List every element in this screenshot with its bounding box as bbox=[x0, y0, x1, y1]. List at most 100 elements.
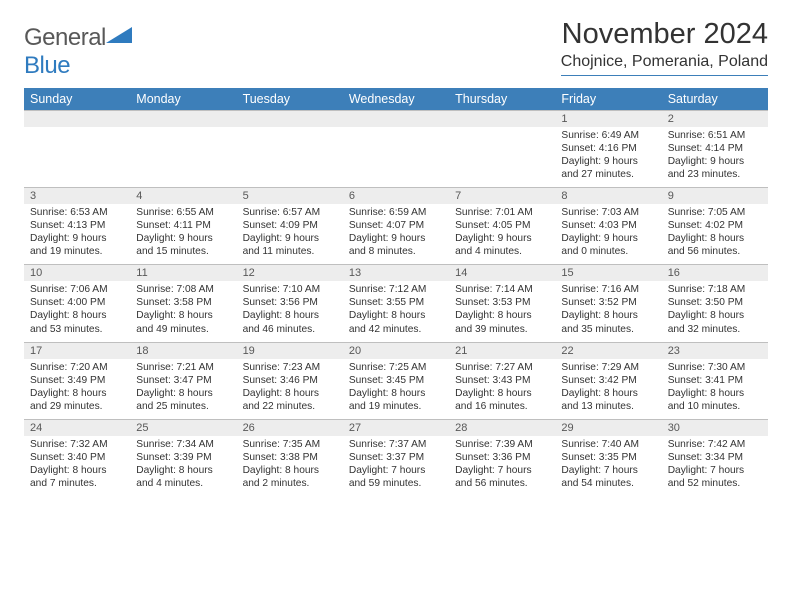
day-line: and 13 minutes. bbox=[561, 400, 655, 413]
day-cell: 15Sunrise: 7:16 AMSunset: 3:52 PMDayligh… bbox=[555, 265, 661, 342]
day-number bbox=[237, 111, 343, 127]
day-line: Sunrise: 6:55 AM bbox=[136, 206, 230, 219]
day-line: and 22 minutes. bbox=[243, 400, 337, 413]
day-line: Daylight: 9 hours bbox=[349, 232, 443, 245]
day-line: and 10 minutes. bbox=[668, 400, 762, 413]
day-line: Sunrise: 7:05 AM bbox=[668, 206, 762, 219]
weekday-header: Tuesday bbox=[237, 88, 343, 111]
day-line: Sunrise: 7:35 AM bbox=[243, 438, 337, 451]
day-number: 22 bbox=[555, 343, 661, 359]
weekday-header-row: SundayMondayTuesdayWednesdayThursdayFrid… bbox=[24, 88, 768, 111]
day-cell: 22Sunrise: 7:29 AMSunset: 3:42 PMDayligh… bbox=[555, 342, 661, 419]
day-body: Sunrise: 7:37 AMSunset: 3:37 PMDaylight:… bbox=[343, 436, 449, 496]
day-line: Sunrise: 7:30 AM bbox=[668, 361, 762, 374]
day-number: 26 bbox=[237, 420, 343, 436]
day-line: Sunrise: 7:01 AM bbox=[455, 206, 549, 219]
day-cell: 28Sunrise: 7:39 AMSunset: 3:36 PMDayligh… bbox=[449, 419, 555, 496]
day-line: Daylight: 8 hours bbox=[30, 464, 124, 477]
day-line: Sunrise: 7:06 AM bbox=[30, 283, 124, 296]
day-line: Sunset: 3:35 PM bbox=[561, 451, 655, 464]
day-line: and 29 minutes. bbox=[30, 400, 124, 413]
day-line: and 27 minutes. bbox=[561, 168, 655, 181]
day-line: and 53 minutes. bbox=[30, 323, 124, 336]
day-line: Daylight: 8 hours bbox=[136, 309, 230, 322]
day-number: 15 bbox=[555, 265, 661, 281]
day-line: Sunrise: 6:53 AM bbox=[30, 206, 124, 219]
day-number: 30 bbox=[662, 420, 768, 436]
day-line: Sunrise: 7:42 AM bbox=[668, 438, 762, 451]
day-line: Sunrise: 7:25 AM bbox=[349, 361, 443, 374]
day-body: Sunrise: 7:20 AMSunset: 3:49 PMDaylight:… bbox=[24, 359, 130, 419]
day-line: Daylight: 8 hours bbox=[136, 464, 230, 477]
day-line: and 19 minutes. bbox=[30, 245, 124, 258]
day-line: Sunset: 3:42 PM bbox=[561, 374, 655, 387]
day-number: 10 bbox=[24, 265, 130, 281]
day-line: Sunrise: 7:14 AM bbox=[455, 283, 549, 296]
day-number bbox=[130, 111, 236, 127]
day-cell: 27Sunrise: 7:37 AMSunset: 3:37 PMDayligh… bbox=[343, 419, 449, 496]
day-line: Sunrise: 7:18 AM bbox=[668, 283, 762, 296]
day-number: 8 bbox=[555, 188, 661, 204]
day-line: Sunset: 4:03 PM bbox=[561, 219, 655, 232]
day-cell bbox=[237, 111, 343, 188]
day-cell: 9Sunrise: 7:05 AMSunset: 4:02 PMDaylight… bbox=[662, 188, 768, 265]
day-body: Sunrise: 6:55 AMSunset: 4:11 PMDaylight:… bbox=[130, 204, 236, 264]
day-body: Sunrise: 6:49 AMSunset: 4:16 PMDaylight:… bbox=[555, 127, 661, 187]
day-cell: 8Sunrise: 7:03 AMSunset: 4:03 PMDaylight… bbox=[555, 188, 661, 265]
day-number: 21 bbox=[449, 343, 555, 359]
title-block: November 2024 Chojnice, Pomerania, Polan… bbox=[561, 18, 768, 76]
day-line: Daylight: 9 hours bbox=[561, 232, 655, 245]
day-body: Sunrise: 7:01 AMSunset: 4:05 PMDaylight:… bbox=[449, 204, 555, 264]
calendar-table: SundayMondayTuesdayWednesdayThursdayFrid… bbox=[24, 88, 768, 496]
week-row: 17Sunrise: 7:20 AMSunset: 3:49 PMDayligh… bbox=[24, 342, 768, 419]
week-row: 10Sunrise: 7:06 AMSunset: 4:00 PMDayligh… bbox=[24, 265, 768, 342]
day-line: and 8 minutes. bbox=[349, 245, 443, 258]
day-line: Sunset: 4:07 PM bbox=[349, 219, 443, 232]
day-cell: 5Sunrise: 6:57 AMSunset: 4:09 PMDaylight… bbox=[237, 188, 343, 265]
day-number: 29 bbox=[555, 420, 661, 436]
day-line: Daylight: 8 hours bbox=[30, 309, 124, 322]
day-body: Sunrise: 7:03 AMSunset: 4:03 PMDaylight:… bbox=[555, 204, 661, 264]
day-line: Daylight: 9 hours bbox=[455, 232, 549, 245]
day-body: Sunrise: 7:16 AMSunset: 3:52 PMDaylight:… bbox=[555, 281, 661, 341]
day-body: Sunrise: 7:05 AMSunset: 4:02 PMDaylight:… bbox=[662, 204, 768, 264]
day-body: Sunrise: 7:06 AMSunset: 4:00 PMDaylight:… bbox=[24, 281, 130, 341]
weekday-header: Saturday bbox=[662, 88, 768, 111]
day-line: and 52 minutes. bbox=[668, 477, 762, 490]
day-cell: 13Sunrise: 7:12 AMSunset: 3:55 PMDayligh… bbox=[343, 265, 449, 342]
day-cell: 25Sunrise: 7:34 AMSunset: 3:39 PMDayligh… bbox=[130, 419, 236, 496]
day-line: Sunset: 4:05 PM bbox=[455, 219, 549, 232]
day-line: Sunset: 4:14 PM bbox=[668, 142, 762, 155]
day-number: 25 bbox=[130, 420, 236, 436]
day-line: Sunrise: 6:59 AM bbox=[349, 206, 443, 219]
day-line: and 32 minutes. bbox=[668, 323, 762, 336]
day-line: Sunset: 3:38 PM bbox=[243, 451, 337, 464]
day-cell: 1Sunrise: 6:49 AMSunset: 4:16 PMDaylight… bbox=[555, 111, 661, 188]
day-line: Sunrise: 7:27 AM bbox=[455, 361, 549, 374]
day-line: Daylight: 8 hours bbox=[455, 387, 549, 400]
day-body: Sunrise: 7:23 AMSunset: 3:46 PMDaylight:… bbox=[237, 359, 343, 419]
location-label: Chojnice, Pomerania, Poland bbox=[561, 53, 768, 76]
day-line: Sunset: 3:56 PM bbox=[243, 296, 337, 309]
weekday-header: Sunday bbox=[24, 88, 130, 111]
day-line: Sunset: 4:13 PM bbox=[30, 219, 124, 232]
calendar-body: 1Sunrise: 6:49 AMSunset: 4:16 PMDaylight… bbox=[24, 111, 768, 496]
logo-text-blue: Blue bbox=[24, 52, 70, 79]
week-row: 24Sunrise: 7:32 AMSunset: 3:40 PMDayligh… bbox=[24, 419, 768, 496]
day-line: and 16 minutes. bbox=[455, 400, 549, 413]
day-number: 20 bbox=[343, 343, 449, 359]
brand-logo: GeneralBlue bbox=[24, 18, 132, 80]
day-number: 13 bbox=[343, 265, 449, 281]
day-line: and 42 minutes. bbox=[349, 323, 443, 336]
day-body: Sunrise: 7:25 AMSunset: 3:45 PMDaylight:… bbox=[343, 359, 449, 419]
day-line: Sunrise: 7:32 AM bbox=[30, 438, 124, 451]
day-cell bbox=[24, 111, 130, 188]
day-number: 5 bbox=[237, 188, 343, 204]
day-line: and 39 minutes. bbox=[455, 323, 549, 336]
weekday-header: Thursday bbox=[449, 88, 555, 111]
day-body: Sunrise: 6:53 AMSunset: 4:13 PMDaylight:… bbox=[24, 204, 130, 264]
day-line: and 49 minutes. bbox=[136, 323, 230, 336]
day-body: Sunrise: 7:35 AMSunset: 3:38 PMDaylight:… bbox=[237, 436, 343, 496]
day-line: Sunrise: 7:20 AM bbox=[30, 361, 124, 374]
day-number bbox=[343, 111, 449, 127]
